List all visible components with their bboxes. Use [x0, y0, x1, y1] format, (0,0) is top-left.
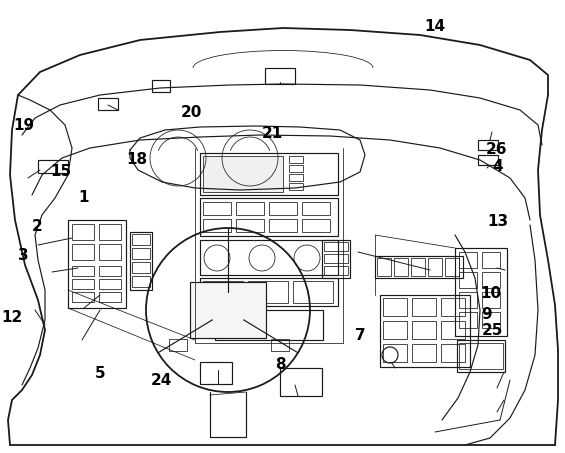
Bar	[203, 219, 231, 232]
Bar	[236, 202, 264, 215]
Text: 18: 18	[126, 152, 147, 167]
Text: 9: 9	[482, 307, 492, 323]
Bar	[215, 310, 323, 340]
Bar	[383, 321, 407, 339]
Bar	[200, 278, 338, 306]
Bar	[248, 281, 288, 303]
Bar	[203, 202, 231, 215]
Bar	[98, 98, 118, 110]
Bar	[459, 343, 503, 369]
Bar	[99, 244, 121, 260]
Bar	[72, 224, 94, 240]
Bar	[459, 312, 477, 328]
Bar	[482, 292, 500, 308]
Bar	[441, 344, 465, 362]
Bar	[289, 165, 303, 172]
Bar	[377, 258, 391, 276]
Bar	[482, 312, 500, 328]
Text: 2: 2	[31, 219, 42, 234]
Bar	[457, 340, 505, 372]
Bar	[441, 321, 465, 339]
Bar	[478, 155, 498, 165]
Bar	[428, 258, 442, 276]
Text: 8: 8	[275, 357, 285, 372]
Text: 15: 15	[50, 164, 72, 179]
Text: 13: 13	[488, 214, 509, 230]
Bar	[302, 202, 330, 215]
Bar	[99, 266, 121, 276]
Bar	[280, 368, 322, 396]
Bar	[478, 140, 498, 150]
Bar	[132, 276, 150, 287]
Bar	[72, 244, 94, 260]
Bar	[302, 219, 330, 232]
Text: 20: 20	[180, 105, 202, 120]
Bar	[289, 156, 303, 163]
Bar	[200, 240, 338, 275]
Bar	[411, 258, 425, 276]
Text: 21: 21	[262, 126, 283, 141]
Bar	[132, 262, 150, 273]
Bar	[72, 266, 94, 276]
Text: 7: 7	[355, 328, 366, 343]
Bar	[322, 240, 350, 278]
Text: 4: 4	[492, 159, 502, 174]
Bar	[412, 344, 436, 362]
Bar	[412, 298, 436, 316]
Bar	[99, 279, 121, 289]
Bar	[459, 272, 477, 288]
Text: 26: 26	[485, 142, 507, 157]
Bar	[482, 272, 500, 288]
Bar	[289, 183, 303, 190]
Text: 25: 25	[482, 323, 503, 338]
Bar	[271, 339, 289, 351]
Bar	[455, 248, 507, 336]
Bar	[190, 282, 266, 338]
Bar	[380, 295, 470, 367]
Bar	[269, 219, 297, 232]
Text: 14: 14	[424, 19, 446, 34]
Bar	[132, 234, 150, 245]
Bar	[324, 242, 348, 251]
Bar	[383, 298, 407, 316]
Bar	[200, 198, 338, 236]
Bar	[72, 279, 94, 289]
Bar	[99, 292, 121, 302]
Text: 24: 24	[150, 373, 172, 388]
Bar	[72, 292, 94, 302]
Bar	[324, 266, 348, 275]
Text: 10: 10	[480, 286, 501, 301]
Bar	[265, 68, 295, 84]
Bar	[383, 344, 407, 362]
Bar	[152, 80, 170, 92]
Bar	[169, 339, 187, 351]
Bar	[269, 202, 297, 215]
Bar	[459, 252, 477, 268]
Bar	[99, 224, 121, 240]
Bar	[203, 281, 243, 303]
Bar	[38, 160, 68, 173]
Bar	[375, 256, 463, 278]
Bar	[200, 362, 232, 384]
Text: 3: 3	[19, 248, 29, 264]
Bar	[68, 220, 126, 308]
Bar	[200, 153, 338, 195]
Bar	[203, 156, 283, 192]
Bar	[445, 258, 459, 276]
Bar	[412, 321, 436, 339]
Bar	[289, 174, 303, 181]
Bar	[130, 232, 152, 290]
Text: 1: 1	[79, 189, 89, 205]
Text: 5: 5	[95, 366, 106, 381]
Bar	[441, 298, 465, 316]
Text: 19: 19	[13, 118, 34, 134]
Bar	[293, 281, 333, 303]
Bar	[236, 219, 264, 232]
Bar	[132, 248, 150, 259]
Bar	[324, 254, 348, 263]
Bar	[482, 252, 500, 268]
Bar	[459, 292, 477, 308]
Bar	[394, 258, 408, 276]
Text: 12: 12	[2, 309, 23, 325]
